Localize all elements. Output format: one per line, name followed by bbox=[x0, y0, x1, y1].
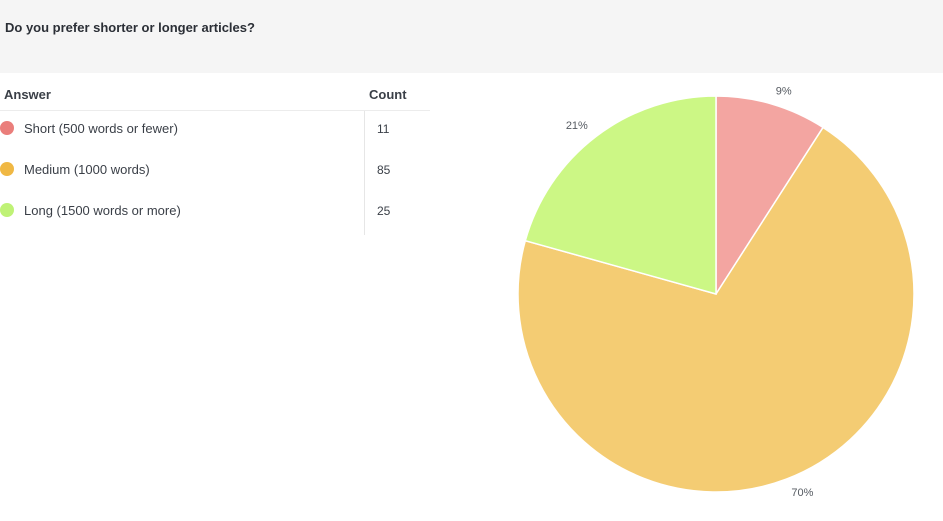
table-body: Short (500 words or fewer) 11 Medium (10… bbox=[0, 111, 430, 235]
pie-label-short: 9% bbox=[776, 86, 792, 98]
answer-count-medium: 85 bbox=[377, 163, 391, 177]
column-divider bbox=[364, 111, 365, 235]
answer-count-short: 11 bbox=[377, 122, 390, 136]
pie-label-medium: 70% bbox=[791, 487, 813, 499]
table-row-medium: Medium (1000 words) 85 bbox=[0, 152, 430, 193]
table-header: Answer Count bbox=[0, 80, 430, 111]
question-header: Do you prefer shorter or longer articles… bbox=[0, 0, 943, 73]
answer-label-short: Short (500 words or fewer) bbox=[24, 121, 178, 136]
legend-dot-short bbox=[0, 121, 14, 135]
answer-label-long: Long (1500 words or more) bbox=[24, 203, 181, 218]
answer-label-medium: Medium (1000 words) bbox=[24, 162, 150, 177]
count-column-header: Count bbox=[369, 87, 407, 102]
pie-slice-long bbox=[524, 95, 717, 295]
pie-slice-short bbox=[715, 95, 825, 297]
table-row-short: Short (500 words or fewer) 11 bbox=[0, 111, 430, 152]
legend-dot-long bbox=[0, 203, 14, 217]
legend-dot-medium bbox=[0, 162, 14, 176]
answer-count-long: 25 bbox=[377, 204, 391, 218]
pie-label-long: 21% bbox=[566, 120, 588, 132]
table-row-long: Long (1500 words or more) 25 bbox=[0, 193, 430, 234]
answer-column-header: Answer bbox=[4, 87, 51, 102]
answer-table: Answer Count Short (500 words or fewer) … bbox=[0, 80, 430, 235]
pie-slice-medium bbox=[517, 126, 915, 493]
question-title: Do you prefer shorter or longer articles… bbox=[5, 20, 255, 35]
